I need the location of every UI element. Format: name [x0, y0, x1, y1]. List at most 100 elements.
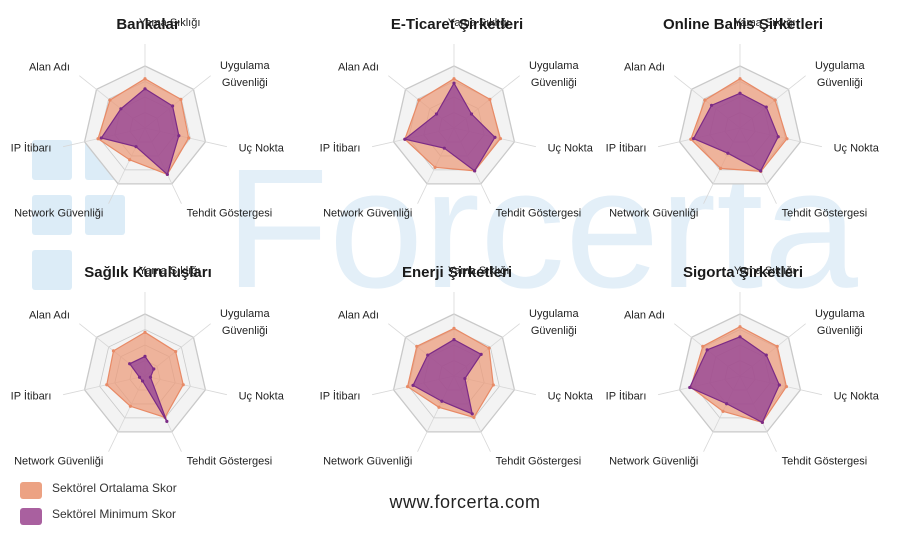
radar-plot	[372, 292, 536, 452]
axis-label-line: Network Güvenliği	[323, 455, 413, 468]
axis-label-line: IP İtibarı	[319, 390, 361, 403]
axis-label-line: Uygulama	[220, 59, 270, 72]
series-minimum-point	[705, 348, 709, 352]
series-minimum-point	[440, 399, 444, 403]
series-minimum-point	[170, 104, 175, 108]
series-average-point	[487, 346, 491, 350]
axis-label-line: Network Güvenliği	[609, 455, 699, 468]
axis-label-line: Alan Adı	[28, 61, 70, 74]
axis-label-line: Tehdit Göstergesi	[495, 207, 582, 220]
axis-label-line: IP İtibarı	[605, 390, 647, 403]
series-average-point	[108, 98, 112, 102]
axis-label-line: Uç Nokta	[238, 142, 284, 155]
axis-label-line: Uygulama	[220, 307, 270, 320]
axis-label: Alan Adı	[338, 308, 379, 325]
radar-chart-sigorta: Sigorta Şirketleri Yama Sıklığı Uygulama G…	[593, 250, 893, 500]
series-average-point	[433, 165, 437, 169]
axis-label-line: Uç Nokta	[833, 142, 879, 155]
series-minimum-point	[128, 362, 132, 366]
axis-label-line: Yama Sıklığı	[138, 265, 201, 277]
series-average-point	[187, 136, 191, 140]
axis-label-line: Yama Sıklığı	[733, 265, 796, 277]
axis-label: Tehdit Göstergesi	[187, 206, 273, 223]
axis-label: IP İtibarı	[320, 389, 361, 406]
legend-swatch-minimum	[20, 508, 42, 525]
radar-plot	[658, 44, 822, 204]
series-average-point	[773, 98, 777, 102]
axis-label-line: Tehdit Göstergesi	[781, 207, 868, 220]
series-average-point	[785, 137, 789, 141]
axis-label: Uygulama Güvenliği	[529, 306, 579, 340]
axis-label: Uç Nokta	[834, 389, 879, 406]
series-average-point	[174, 349, 178, 354]
axis-label-line: Alan Adı	[623, 309, 665, 322]
chart-title: Online Bahis Şirketleri	[662, 16, 824, 33]
series-average-point	[701, 344, 705, 348]
series-minimum-point	[759, 169, 763, 173]
series-minimum-point	[688, 385, 692, 390]
series-minimum-point	[119, 107, 123, 111]
axis-label-line: Alan Adı	[623, 61, 665, 74]
series-average-point	[143, 77, 147, 81]
series-minimum-point	[493, 135, 497, 139]
axis-label-line: Uygulama	[529, 59, 579, 72]
series-minimum-point	[452, 81, 456, 85]
grid-ring	[99, 329, 191, 419]
axis-label: Uygulama Güvenliği	[529, 58, 579, 92]
series-average-point	[472, 415, 476, 419]
axis-label-line: Tehdit Göstergesi	[781, 455, 868, 468]
axis-label-line: Tehdit Göstergesi	[495, 455, 582, 468]
axis-label-line: Alan Adı	[337, 309, 379, 322]
axis-label: Uç Nokta	[239, 141, 284, 158]
axis-label: Yama Sıklığı	[448, 263, 510, 280]
radar-chart-bankalar: Bankalar Yama Sıklığı Uygulama Güvenliği Uç…	[0, 2, 298, 252]
radar-plot	[372, 44, 536, 204]
axis-label: Network Güvenliği	[323, 206, 412, 223]
series-minimum-point	[143, 87, 147, 91]
series-minimum-point	[165, 419, 169, 424]
axis-label-line: Tehdit Göstergesi	[186, 207, 273, 220]
series-minimum-point	[137, 375, 142, 379]
axis-label-line: Network Güvenliği	[323, 207, 413, 220]
axis-label-line: Yama Sıklığı	[447, 265, 510, 277]
series-average-point	[784, 384, 789, 389]
axis-label: Network Güvenliği	[609, 206, 698, 223]
series-minimum-point	[473, 169, 477, 173]
series-average-point	[111, 349, 116, 353]
axis-label: IP İtibarı	[606, 389, 647, 406]
series-average-point	[452, 77, 456, 81]
radar-chart-enerji: Enerji Şirketleri Yama Sıklığı Uygulama Gü…	[307, 250, 607, 500]
series-minimum-point	[426, 353, 430, 357]
website-url: www.forcerta.com	[389, 492, 541, 512]
series-average-point	[498, 136, 503, 141]
radar-chart-eticaret: E-Ticaret Şirketleri Yama Sıklığı Uygulam…	[307, 2, 607, 252]
series-minimum-point	[442, 146, 446, 150]
radar-plot	[63, 44, 227, 204]
axis-label-line: IP İtibarı	[10, 390, 52, 403]
series-minimum-point	[738, 335, 742, 339]
axis-label-line: Alan Adı	[337, 61, 379, 74]
axis-label: Uygulama Güvenliği	[220, 58, 270, 92]
axis-label-line: Güvenliği	[816, 76, 863, 89]
series-minimum-area	[692, 92, 779, 172]
axis-label-line: IP İtibarı	[10, 142, 52, 155]
series-average-point	[181, 383, 185, 387]
legend-label-average: Sektörel Ortalama Skor	[52, 481, 177, 495]
axis-label: Uç Nokta	[548, 141, 593, 158]
axis-label-line: Güvenliği	[221, 324, 268, 337]
axis-label-line: Tehdit Göstergesi	[186, 455, 273, 468]
series-minimum-point	[165, 172, 169, 177]
series-minimum-point	[143, 354, 147, 358]
series-minimum-area	[412, 338, 483, 415]
axis-label: Uygulama Güvenliği	[815, 58, 865, 92]
chart-title: Enerji Şirketleri	[401, 264, 513, 281]
series-minimum-point	[764, 353, 768, 357]
legend-label-minimum: Sektörel Minimum Skor	[52, 507, 177, 521]
series-average-point	[128, 158, 132, 162]
series-average-point	[689, 137, 693, 141]
series-minimum-point	[725, 402, 729, 406]
axis-label: Tehdit Göstergesi	[782, 206, 868, 223]
series-average-point	[738, 77, 742, 81]
axis-label: Uygulama Güvenliği	[815, 306, 865, 340]
series-minimum-point	[403, 137, 407, 141]
